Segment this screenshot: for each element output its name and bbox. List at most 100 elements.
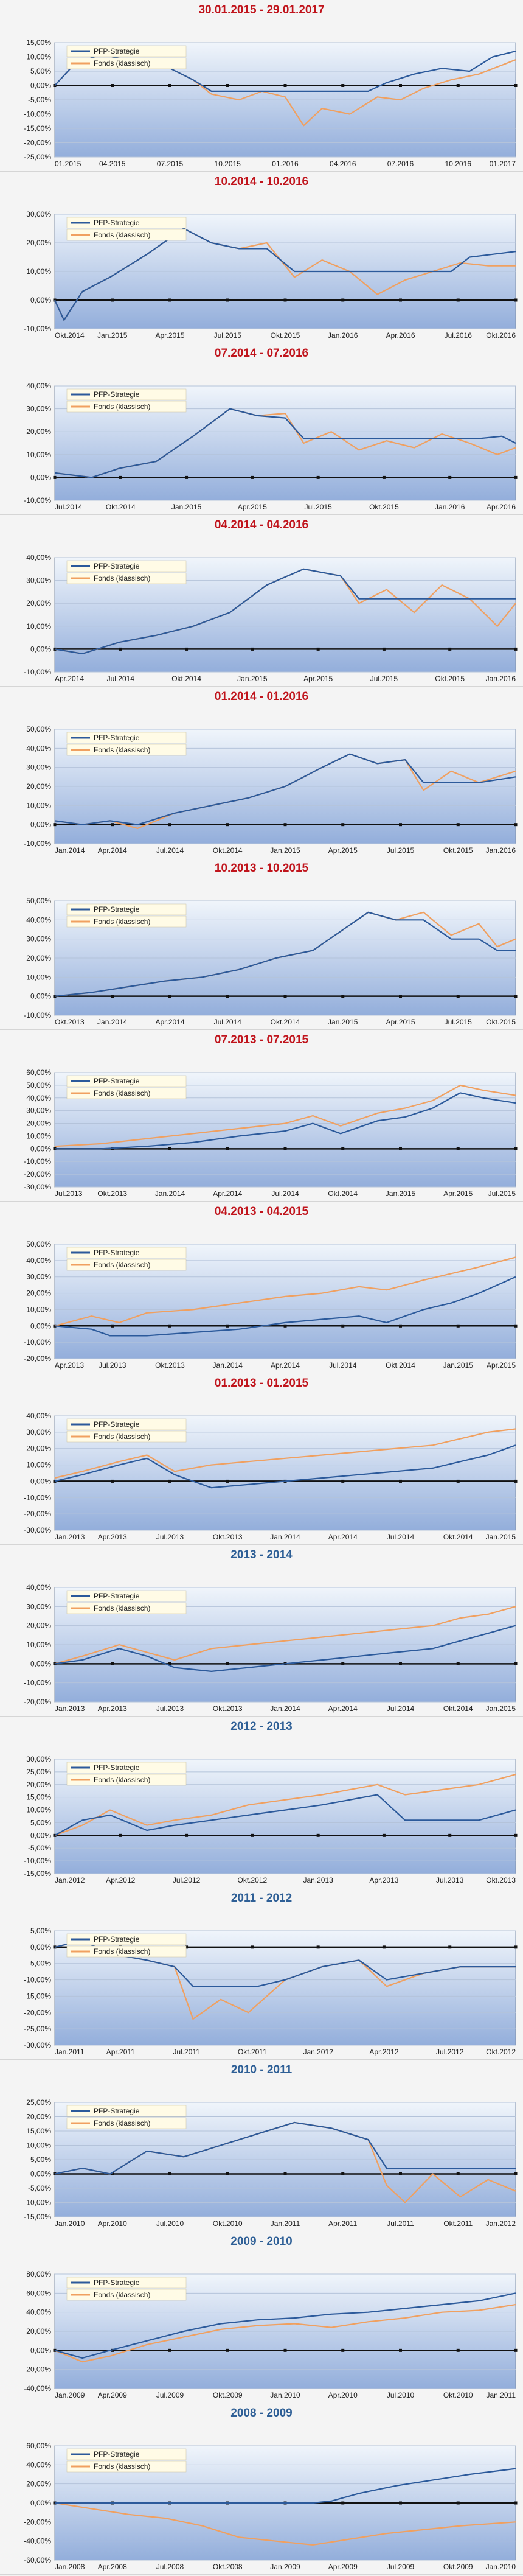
x-tick-marker: [399, 995, 402, 998]
x-tick-label: Okt.2011: [238, 2048, 267, 2056]
x-tick-label: Jan.2009: [55, 2391, 85, 2399]
x-tick-label: Jul.2014: [271, 1189, 299, 1198]
legend-label: PFP-Strategie: [94, 733, 140, 742]
x-tick-label: Jul.2010: [387, 2391, 415, 2399]
x-tick-label: Jan.2015: [171, 503, 202, 511]
x-tick-marker: [226, 1479, 229, 1483]
x-tick-label: Okt.2016: [486, 331, 516, 340]
x-tick-label: Okt.2011: [443, 2219, 473, 2228]
x-tick-label: Jul.2015: [488, 1189, 516, 1198]
x-tick-label: Okt.2015: [435, 674, 465, 683]
legend: PFP-Strategie Fonds (klassisch): [66, 2105, 187, 2129]
series-line-pfp: [54, 753, 516, 825]
y-tick-label: 20,00%: [26, 427, 51, 436]
legend-label: Fonds (klassisch): [94, 231, 150, 239]
x-tick-marker: [185, 1945, 189, 1949]
x-tick-label: Okt.2014: [171, 674, 201, 683]
chart-title: 07.2014 - 07.2016: [214, 347, 309, 360]
series-line-pfp: [54, 1794, 516, 1836]
x-tick-marker: [448, 647, 452, 651]
series-line-pfp: [54, 1625, 516, 1672]
x-tick-marker: [456, 1479, 460, 1483]
y-tick-label: 0,00%: [30, 1831, 51, 1839]
line-chart: 40,00% 30,00% 20,00% 10,00% 0,00% -10,00% Jul.…: [24, 382, 518, 511]
x-tick-marker: [119, 1833, 122, 1837]
legend-entry-box: [66, 401, 187, 413]
x-tick-label: Jul.2013: [99, 1361, 126, 1370]
y-tick-label: 20,00%: [26, 2327, 51, 2336]
x-tick-marker: [456, 84, 460, 87]
x-tick-label: Apr.2015: [303, 674, 333, 683]
y-tick-label: 20,00%: [26, 1622, 51, 1630]
x-tick-marker: [382, 1833, 386, 1837]
chart-panel: 04.2014 - 04.2016 40,00% 30,00% 20,00% 10,00…: [0, 515, 523, 687]
x-tick-marker: [448, 1833, 452, 1837]
x-tick-label: Jul.2009: [387, 2563, 415, 2571]
y-tick-label: 10,00%: [26, 1305, 51, 1314]
legend-entry-box: [66, 57, 187, 69]
x-tick-marker: [283, 2348, 287, 2352]
x-tick-label: Jan.2009: [270, 2563, 300, 2571]
x-tick-label: 10.2015: [215, 159, 241, 168]
x-tick-label: Jan.2013: [55, 1704, 85, 1713]
x-tick-label: Apr.2010: [328, 2391, 358, 2399]
y-tick-label: -10,00%: [24, 1011, 51, 1020]
x-tick-marker: [456, 1662, 460, 1665]
y-tick-label: -30,00%: [24, 1526, 51, 1535]
chart-title: 2011 - 2012: [230, 1892, 293, 1905]
x-tick-marker: [111, 298, 114, 302]
legend-label: Fonds (klassisch): [94, 574, 150, 583]
x-tick-label: Jul.2008: [156, 2563, 184, 2571]
x-tick-marker: [399, 2348, 402, 2352]
chart-title: 2009 - 2010: [230, 2235, 293, 2248]
y-tick-label: -10,00%: [24, 2199, 51, 2207]
x-tick-label: 01.2017: [490, 159, 516, 168]
x-tick-marker: [168, 1324, 171, 1328]
x-tick-marker: [53, 1479, 57, 1483]
legend-label: PFP-Strategie: [94, 219, 140, 227]
x-tick-marker: [168, 1662, 171, 1665]
x-tick-marker: [514, 1833, 518, 1837]
y-tick-label: 10,00%: [26, 1806, 51, 1815]
legend-entry-box: [66, 2448, 187, 2460]
y-tick-label: -10,00%: [24, 1493, 51, 1502]
x-tick-marker: [168, 1147, 171, 1150]
x-tick-label: Jan.2015: [270, 846, 300, 855]
x-tick-marker: [399, 1662, 402, 1665]
y-tick-label: -10,00%: [24, 1857, 51, 1865]
x-tick-marker: [226, 1662, 229, 1665]
y-tick-label: 60,00%: [26, 1068, 51, 1077]
x-tick-marker: [341, 995, 345, 998]
line-chart: 60,00% 40,00% 20,00% 0,00% -20,00% -40,00% -60…: [24, 2441, 518, 2571]
x-tick-label: Jul.2011: [387, 2219, 414, 2228]
x-tick-label: Apr.2013: [369, 1876, 398, 1885]
y-tick-label: -60,00%: [24, 2556, 51, 2564]
x-tick-marker: [341, 2348, 345, 2352]
x-tick-marker: [168, 298, 171, 302]
y-tick-label: 0,00%: [30, 1144, 51, 1153]
chart-title: 2008 - 2009: [230, 2407, 293, 2420]
y-tick-label: 25,00%: [26, 2098, 51, 2107]
x-tick-label: Jan.2016: [328, 331, 358, 340]
x-tick-marker: [456, 995, 460, 998]
legend: PFP-Strategie Fonds (klassisch): [66, 1247, 187, 1271]
x-tick-marker: [399, 823, 402, 827]
x-tick-label: Jan.2011: [487, 2391, 516, 2399]
x-tick-marker: [111, 1662, 114, 1665]
x-tick-label: Jul.2015: [214, 331, 242, 340]
x-tick-label: Okt.2014: [443, 1704, 473, 1713]
x-tick-marker: [399, 1147, 402, 1150]
x-tick-label: Jan.2016: [486, 846, 516, 855]
x-tick-label: Jan.2015: [486, 1533, 516, 1541]
x-tick-marker: [514, 2172, 518, 2175]
y-tick-label: 20,00%: [26, 239, 51, 247]
x-tick-label: Okt.2013: [213, 1704, 243, 1713]
x-tick-marker: [514, 1945, 518, 1949]
legend-entry-box: [66, 1430, 187, 1443]
line-chart: 60,00% 50,00% 40,00% 30,00% 20,00% 10,00% 0,00…: [24, 1068, 518, 1198]
x-tick-marker: [456, 1147, 460, 1150]
x-tick-marker: [226, 2172, 229, 2175]
legend-label: PFP-Strategie: [94, 1763, 140, 1772]
legend-entry-box: [66, 1418, 187, 1430]
chart-panel: 30.01.2015 - 29.01.2017 15,00% 10,00% 5,00%…: [0, 0, 523, 172]
